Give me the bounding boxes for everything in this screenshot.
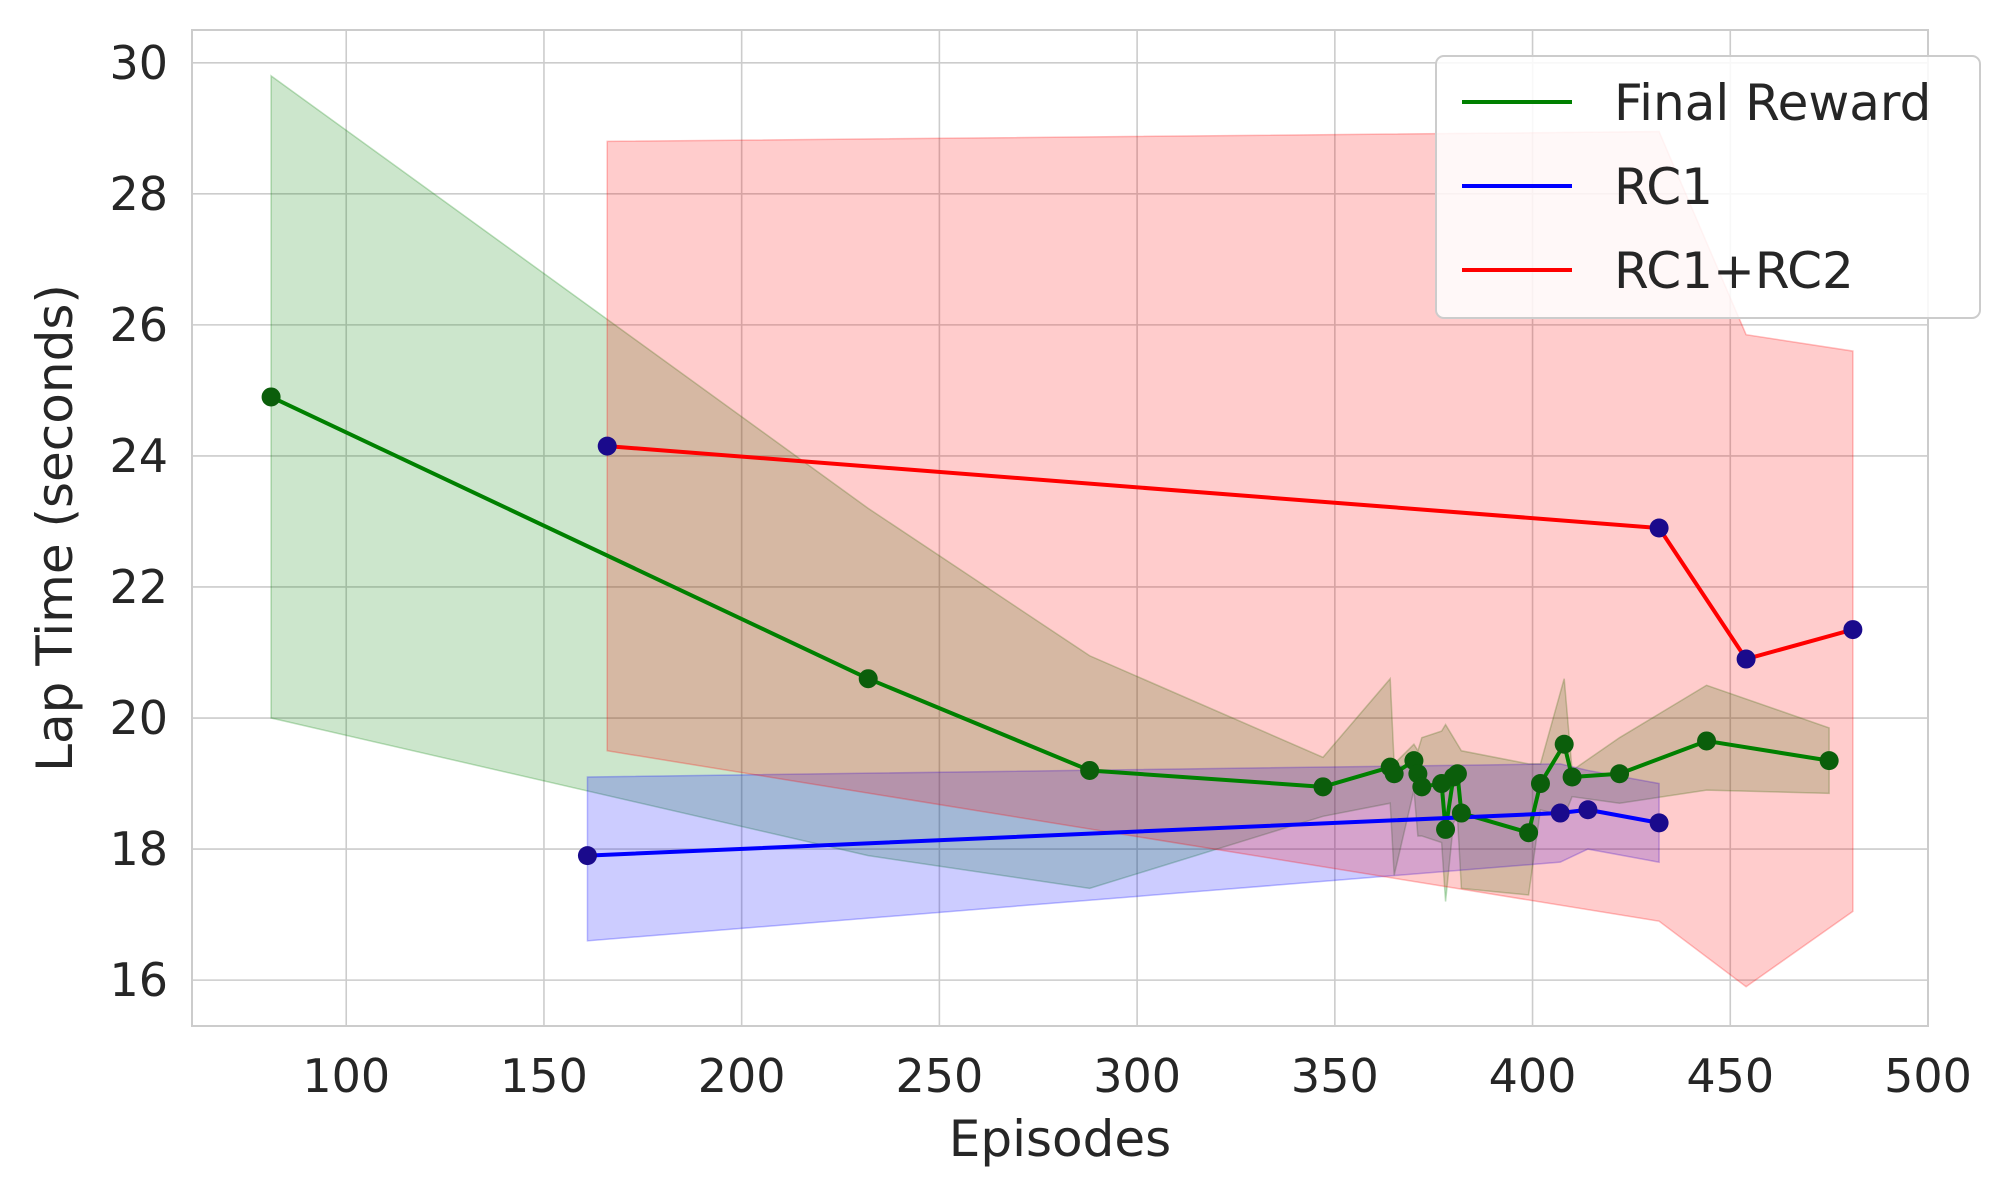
rc1-rc2-point [597, 436, 617, 456]
y-tick-label: 30 [109, 36, 168, 90]
x-tick-label: 450 [1686, 1049, 1774, 1103]
rc1-rc2-point [1649, 518, 1669, 538]
x-tick-label: 500 [1884, 1049, 1972, 1103]
final-reward-point [1519, 823, 1539, 843]
final-reward-point [1554, 734, 1574, 754]
final-reward-point [1530, 774, 1550, 794]
x-tick-label: 250 [895, 1049, 983, 1103]
final-reward-point [1562, 767, 1582, 787]
x-tick-label: 300 [1093, 1049, 1181, 1103]
y-tick-label: 20 [109, 691, 168, 745]
final-reward-point [1080, 760, 1100, 780]
legend-label-rc1-rc2: RC1+RC2 [1614, 242, 1854, 300]
x-axis-ticks: 100 150 200 250 300 350 400 450 500 [302, 1049, 1972, 1103]
final-reward-point [1697, 731, 1717, 751]
y-tick-label: 22 [109, 560, 168, 614]
y-axis-ticks: 16 18 20 22 24 26 28 30 [109, 36, 168, 1007]
final-reward-point [1451, 803, 1471, 823]
final-reward-point [858, 669, 878, 689]
legend-label-final-reward: Final Reward [1614, 74, 1931, 132]
rc1-point [1578, 800, 1598, 820]
y-axis-label: Lap Time (seconds) [26, 284, 84, 772]
plot-frame [191, 29, 1929, 1027]
final-reward-point [1412, 777, 1432, 797]
final-reward-point [261, 387, 281, 407]
x-tick-label: 100 [302, 1049, 390, 1103]
final-reward-point [1436, 819, 1456, 839]
data-points [261, 387, 1863, 866]
y-tick-label: 24 [109, 429, 168, 483]
legend: Final Reward RC1 RC1+RC2 [1435, 55, 1981, 319]
x-tick-label: 150 [500, 1049, 588, 1103]
rc1-line [587, 807, 1660, 858]
rc1-rc2-point [1843, 620, 1863, 640]
final-reward-point [1384, 764, 1404, 784]
x-tick-label: 350 [1291, 1049, 1379, 1103]
y-tick-label: 18 [109, 822, 168, 876]
legend-box [1435, 55, 1981, 319]
legend-label-rc1: RC1 [1614, 158, 1713, 216]
rc1-rc2-point [1736, 649, 1756, 669]
x-tick-label: 400 [1489, 1049, 1577, 1103]
final-reward-point [1313, 777, 1333, 797]
rc1-point [1649, 813, 1669, 833]
final-reward-point [1447, 764, 1467, 784]
final-reward-point [1610, 764, 1630, 784]
final-reward-point [1819, 751, 1839, 771]
rc1-point [577, 846, 597, 866]
rc1-rc2-line [607, 444, 1854, 662]
y-tick-label: 28 [109, 167, 168, 221]
y-tick-label: 26 [109, 298, 168, 352]
x-tick-label: 200 [698, 1049, 786, 1103]
rc1-point [1550, 803, 1570, 823]
x-axis-label: Episodes [949, 1110, 1171, 1168]
y-tick-label: 16 [109, 953, 168, 1007]
